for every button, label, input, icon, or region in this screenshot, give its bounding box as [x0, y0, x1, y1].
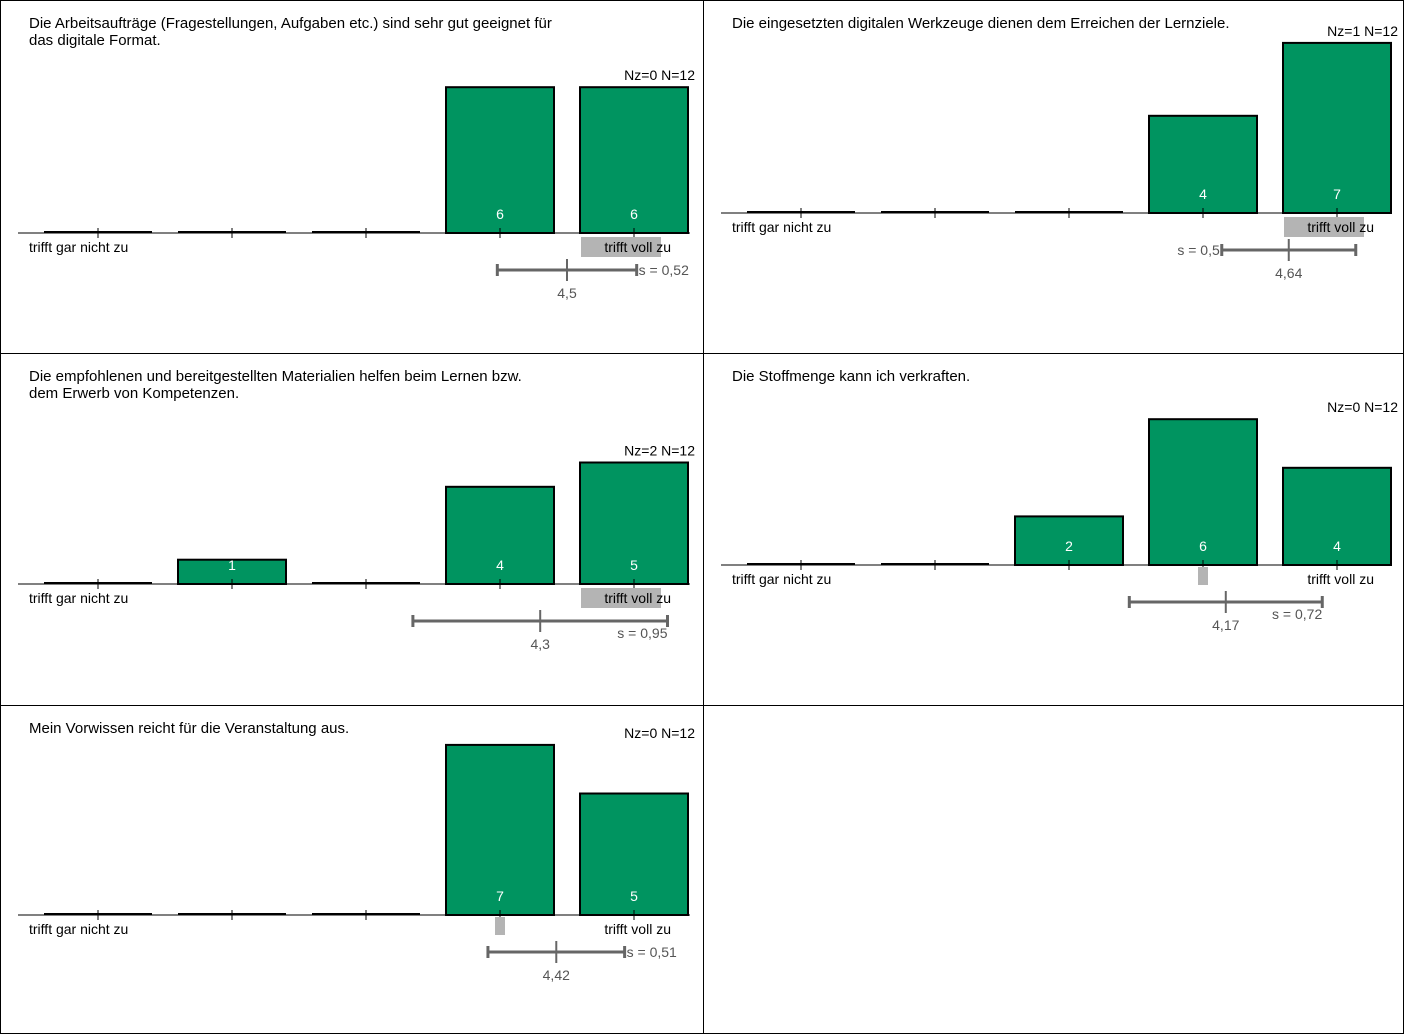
chart-svg: 1 4 5 trifft gar nicht zu trifft voll zu Nz=2…: [18, 443, 695, 652]
bar-value-label: 4: [1333, 538, 1341, 554]
chart-svg: 2 6 4 trifft gar nicht zu trifft voll zu Nz=0…: [721, 399, 1398, 633]
bar: [1282, 41, 1392, 215]
bar-value-label: 5: [630, 888, 638, 904]
bar-value-label: 4: [496, 557, 504, 573]
empty-panel: [703, 705, 1404, 1034]
bar-value-label: 6: [496, 206, 504, 222]
bar-value-label: 4: [1199, 186, 1207, 202]
bar-value-label: 6: [630, 206, 638, 222]
axis-label-right: trifft voll zu: [1307, 571, 1374, 587]
sd-label: s = 0,52: [639, 262, 689, 278]
sd-label: s = 0,72: [1272, 606, 1322, 622]
chart-panel-5: Mein Vorwissen reicht für die Veranstalt…: [0, 705, 704, 1034]
bar-value-label: 2: [1065, 538, 1073, 554]
bar: [579, 461, 689, 585]
axis-label-left: trifft gar nicht zu: [732, 219, 831, 235]
chart-panel-4: Die Stoffmenge kann ich verkraften. 2 6 4 t…: [703, 353, 1404, 706]
count-label: Nz=2 N=12: [624, 443, 695, 459]
chart-title: Die Stoffmenge kann ich verkraften.: [732, 368, 971, 385]
chart-svg: 6 6 trifft gar nicht zu trifft voll zu Nz=0 …: [18, 67, 695, 301]
axis-label-right: trifft voll zu: [604, 590, 671, 606]
axis-label-right: trifft voll zu: [604, 921, 671, 937]
mean-label: 4,5: [557, 285, 577, 301]
mean-label: 4,3: [530, 636, 550, 652]
sd-label: s = 0,5: [1177, 242, 1220, 258]
bar: [445, 743, 555, 917]
bar: [579, 86, 689, 234]
chart-title: Die empfohlenen und bereitgestellten Mat…: [29, 368, 522, 402]
chart-svg: 4 7 trifft gar nicht zu trifft voll zu Nz=1 …: [721, 23, 1398, 281]
median-highlight: [1284, 217, 1364, 237]
count-label: Nz=0 N=12: [1327, 399, 1398, 415]
count-label: Nz=1 N=12: [1327, 23, 1398, 39]
chart-panel-1: Die Arbeitsaufträge (Fragestellungen, Au…: [0, 0, 704, 354]
bar-value-label: 7: [1333, 186, 1341, 202]
median-highlight: [581, 237, 661, 257]
bar: [1148, 418, 1258, 566]
median-highlight: [495, 917, 505, 935]
bar: [177, 558, 287, 585]
bar-value-label: 7: [496, 888, 504, 904]
axis-label-right: trifft voll zu: [604, 239, 671, 255]
chart-title: Die eingesetzten digitalen Werkzeuge die…: [732, 15, 1230, 32]
mean-label: 4,17: [1212, 617, 1239, 633]
axis-label-left: trifft gar nicht zu: [29, 239, 128, 255]
bar-value-label: 1: [228, 557, 236, 573]
chart-panel-2: Die eingesetzten digitalen Werkzeuge die…: [703, 0, 1404, 354]
bar-value-label: 5: [630, 557, 638, 573]
bar: [445, 485, 555, 585]
axis-label-left: trifft gar nicht zu: [732, 571, 831, 587]
bar: [1148, 114, 1258, 214]
median-highlight: [581, 588, 661, 608]
chart-title: Mein Vorwissen reicht für die Veranstalt…: [29, 720, 350, 737]
bar-value-label: 6: [1199, 538, 1207, 554]
sd-label: s = 0,95: [617, 625, 667, 641]
axis-label-right: trifft voll zu: [1307, 219, 1374, 235]
bar: [1282, 466, 1392, 566]
mean-label: 4,64: [1275, 265, 1302, 281]
count-label: Nz=0 N=12: [624, 725, 695, 741]
mean-label: 4,42: [543, 967, 570, 983]
chart-title: Die Arbeitsaufträge (Fragestellungen, Au…: [29, 15, 552, 49]
count-label: Nz=0 N=12: [624, 67, 695, 83]
chart-panel-3: Die empfohlenen und bereitgestellten Mat…: [0, 353, 704, 706]
sd-label: s = 0,51: [627, 944, 677, 960]
bar: [579, 792, 689, 916]
axis-label-left: trifft gar nicht zu: [29, 590, 128, 606]
axis-label-left: trifft gar nicht zu: [29, 921, 128, 937]
chart-svg: 7 5 trifft gar nicht zu trifft voll zu Nz=0 …: [18, 725, 695, 983]
median-highlight: [1198, 567, 1208, 585]
